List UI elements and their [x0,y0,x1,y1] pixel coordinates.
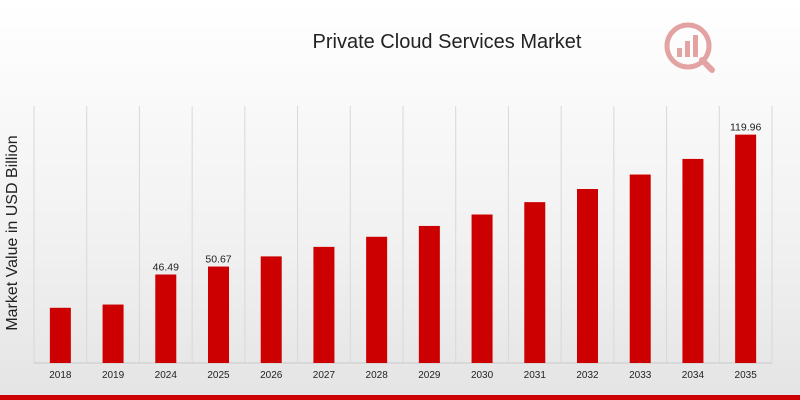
chart-title: Private Cloud Services Market [313,31,582,53]
bar-2026 [260,256,282,363]
bar-2035 [735,134,757,363]
bar-2028 [366,236,388,363]
x-tick-2027: 2027 [313,370,336,381]
x-tick-2032: 2032 [576,370,599,381]
bar-2034 [682,158,704,363]
x-tick-2033: 2033 [629,370,652,381]
x-tick-2024: 2024 [155,370,178,381]
data-label-2025: 50.67 [205,254,231,266]
data-labels-group: 46.49 50.67 119.96 [153,122,762,274]
x-tick-2030: 2030 [471,370,494,381]
analytics-logo-icon [664,22,715,73]
bar-2033 [629,174,651,363]
x-tick-2018: 2018 [49,370,72,381]
data-label-2035: 119.96 [730,122,761,134]
x-tick-2028: 2028 [366,370,389,381]
x-tick-2034: 2034 [682,370,705,381]
bar-2019 [102,304,124,363]
bar-2030 [471,214,493,363]
bar-2027 [313,246,335,363]
data-label-2024: 46.49 [153,261,179,273]
bar-2025 [208,266,229,363]
x-tick-2025: 2025 [207,370,230,381]
bars-group [49,134,757,363]
x-tick-2035: 2035 [735,370,758,381]
x-tick-labels-group: 2018 2019 2024 2025 2026 2027 2028 2029 2030 2031… [49,370,757,381]
bar-2018 [49,307,71,363]
bar-2032 [577,189,598,363]
x-tick-2026: 2026 [260,370,283,381]
bar-2031 [524,202,546,363]
bar-2024 [155,274,177,363]
x-tick-2029: 2029 [418,370,441,381]
y-axis-label: Market Value in USD Billion [4,135,21,330]
bar-2029 [418,225,440,363]
grid-lines [33,106,773,364]
x-tick-2031: 2031 [524,370,547,381]
accent-bar [0,395,800,400]
x-tick-2019: 2019 [102,370,125,381]
